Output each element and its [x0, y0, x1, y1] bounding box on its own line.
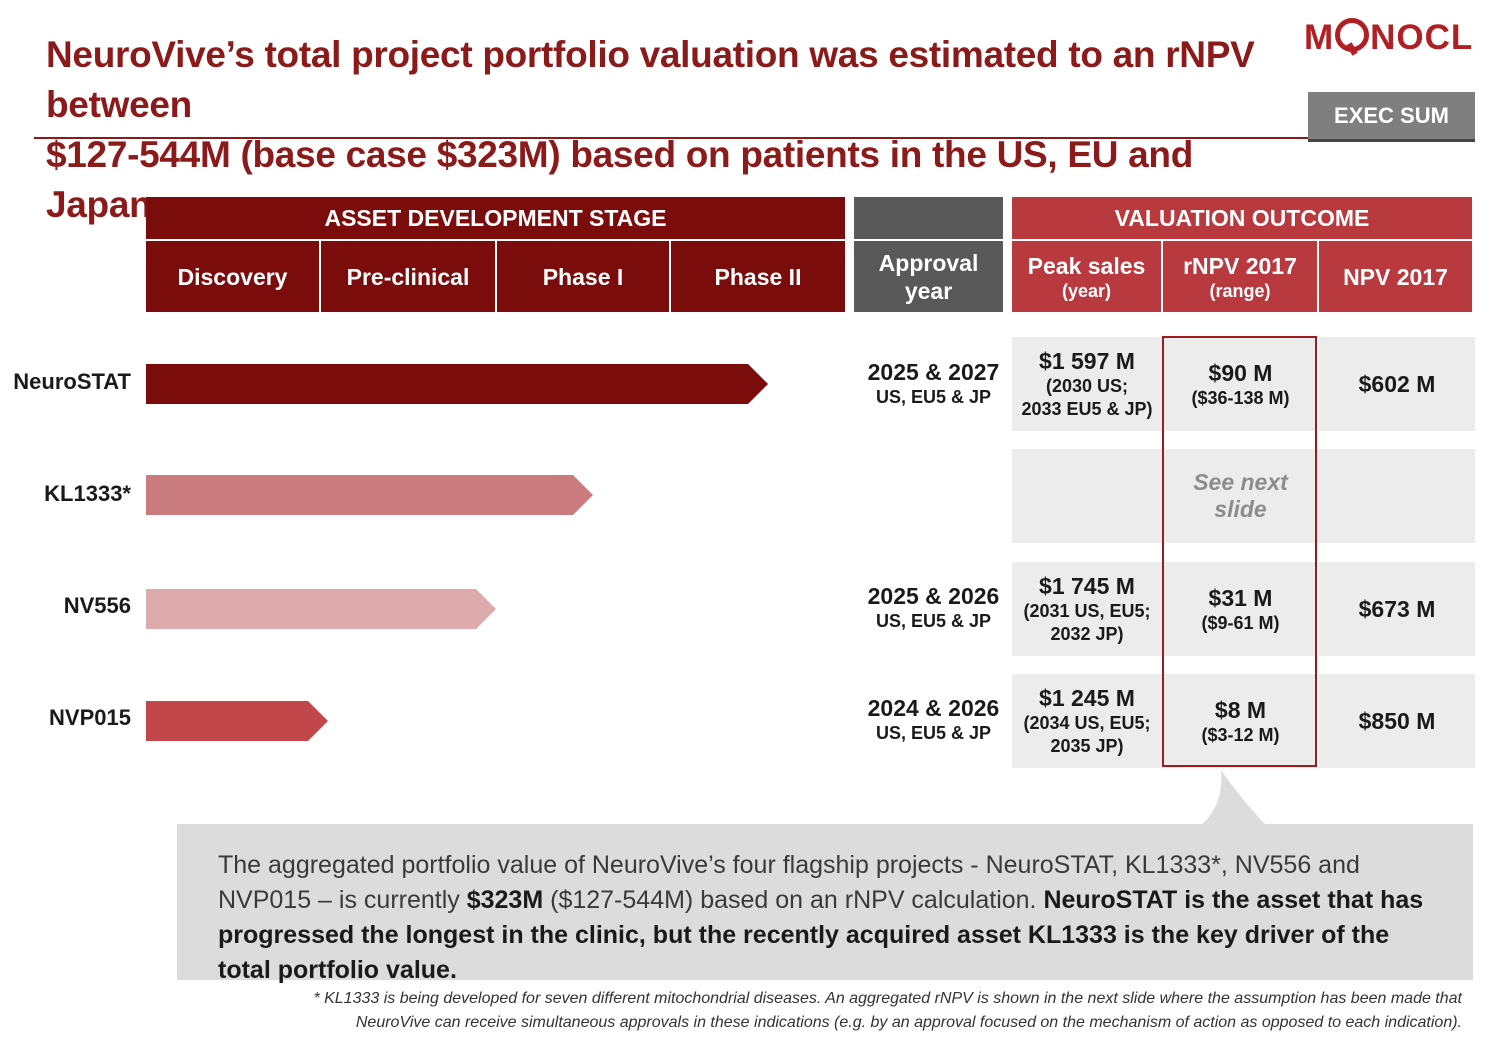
- rnpv-value: $8 M: [1214, 696, 1267, 723]
- peak-sales-neurostat: $1 597 M (2030 US; 2033 EU5 & JP): [1012, 337, 1162, 431]
- approval-header-cap: [854, 197, 1003, 239]
- rnpv-header-main: rNPV 2017: [1183, 252, 1297, 279]
- approval-regions: US, EU5 & JP: [875, 386, 992, 407]
- stage-discovery: Discovery: [146, 241, 319, 312]
- title-divider: [34, 137, 1308, 139]
- peak-sales-value: $1 245 M: [1039, 685, 1135, 711]
- peak-sales-value: $1 597 M: [1039, 348, 1135, 374]
- logo-text-end: NOCL: [1370, 18, 1474, 57]
- npv-neurostat: $602 M: [1319, 337, 1475, 431]
- exec-sum-tag: EXEC SUM: [1308, 92, 1475, 142]
- page-title: NeuroVive’s total project portfolio valu…: [46, 30, 1296, 230]
- approval-years: 2024 & 2026: [867, 694, 1000, 721]
- asset-stage-header: ASSET DEVELOPMENT STAGE: [146, 197, 845, 239]
- footnote: * KL1333 is being developed for seven di…: [260, 987, 1462, 1035]
- pipeline-arrow-shape: [146, 475, 593, 515]
- pipeline-arrow-shape: [146, 701, 328, 741]
- summary-part-1: The aggregated portfolio value of NeuroV…: [218, 851, 1360, 914]
- peak-sales-value: $1 745 M: [1039, 573, 1135, 599]
- asset-label-kl1333: KL1333*: [44, 481, 131, 506]
- stage-phase-1: Phase I: [497, 241, 669, 312]
- rnpv-nv556: $31 M ($9-61 M): [1164, 562, 1317, 656]
- stage-phase-2: Phase II: [671, 241, 845, 312]
- stage-preclinical: Pre-clinical: [321, 241, 495, 312]
- approval-regions: US, EU5 & JP: [875, 722, 992, 743]
- npv-header: NPV 2017: [1319, 241, 1472, 312]
- approval-header-line-1: Approval: [878, 249, 979, 276]
- npv-value: $602 M: [1358, 371, 1436, 397]
- rnpv-highlight-box: [1162, 336, 1317, 767]
- rnpv-header-sub: (range): [1209, 280, 1271, 301]
- magnifier-o-icon: [1335, 18, 1370, 52]
- pipeline-arrow-kl1333: [146, 475, 593, 515]
- monocl-logo: M NOCL: [1304, 18, 1473, 58]
- rnpv-range: ($3-12 M): [1201, 724, 1280, 745]
- peak-sales-year-line-1: (2030 US;: [1045, 376, 1129, 396]
- summary-key-point: NeuroSTAT is the asset that has progress…: [218, 886, 1424, 984]
- pipeline-arrow-nv556: [146, 589, 496, 629]
- peak-sales-nv556: $1 745 M (2031 US, EU5; 2032 JP): [1012, 562, 1162, 656]
- summary-part-2: ($127-544M) based on an rNPV calculation…: [543, 886, 1044, 914]
- pipeline-arrow-shape: [146, 364, 768, 404]
- callout-pointer: [1200, 770, 1267, 826]
- peak-sales-year-line-1: (2031 US, EU5;: [1023, 601, 1151, 621]
- summary-text: The aggregated portfolio value of NeuroV…: [218, 848, 1438, 988]
- rnpv-neurostat: $90 M ($36-138 M): [1164, 337, 1317, 431]
- approval-neurostat: 2025 & 2027 US, EU5 & JP: [856, 353, 1011, 413]
- title-line-2: $127-544M (base case $323M) based on pat…: [46, 134, 1194, 225]
- peak-sales-header: Peak sales (year): [1012, 241, 1161, 312]
- npv-value: $673 M: [1358, 596, 1436, 622]
- title-line-1: NeuroVive’s total project portfolio valu…: [46, 34, 1255, 125]
- peak-sales-year-line-1: (2034 US, EU5;: [1023, 713, 1151, 733]
- approval-year-header: Approval year: [854, 241, 1003, 312]
- rnpv-value: $90 M: [1208, 359, 1273, 386]
- npv-value: $850 M: [1358, 708, 1436, 734]
- rnpv-range: ($36-138 M): [1191, 387, 1290, 408]
- asset-label-nv556: NV556: [63, 593, 131, 618]
- pipeline-arrow-neurostat: [146, 364, 768, 404]
- approval-years: 2025 & 2027: [867, 358, 1000, 385]
- footnote-line-2: NeuroVive can receive simultaneous appro…: [355, 1014, 1462, 1031]
- asset-label-neurostat: NeuroSTAT: [13, 369, 131, 394]
- rnpv-header: rNPV 2017 (range): [1163, 241, 1317, 312]
- peak-sales-header-sub: (year): [1061, 280, 1112, 301]
- peak-sales-year-line-2: 2032 JP): [1050, 624, 1124, 644]
- rnpv-range: ($9-61 M): [1201, 612, 1280, 633]
- see-next-slide-note: See next slide: [1193, 469, 1288, 522]
- rnpv-value: $31 M: [1208, 584, 1273, 611]
- approval-nvp015: 2024 & 2026 US, EU5 & JP: [856, 689, 1011, 749]
- rnpv-nvp015: $8 M ($3-12 M): [1164, 674, 1317, 768]
- footnote-line-1: * KL1333 is being developed for seven di…: [313, 990, 1462, 1007]
- npv-nv556: $673 M: [1319, 562, 1475, 656]
- peak-sales-nvp015: $1 245 M (2034 US, EU5; 2035 JP): [1012, 674, 1162, 768]
- approval-regions: US, EU5 & JP: [875, 610, 992, 631]
- approval-nv556: 2025 & 2026 US, EU5 & JP: [856, 577, 1011, 637]
- peak-sales-year-line-2: 2033 EU5 & JP): [1021, 399, 1153, 419]
- npv-nvp015: $850 M: [1319, 674, 1475, 768]
- asset-label-nvp015: NVP015: [49, 705, 131, 730]
- summary-callout: [177, 824, 1473, 980]
- approval-years: 2025 & 2026: [867, 582, 1000, 609]
- valuation-outcome-header: VALUATION OUTCOME: [1012, 197, 1472, 239]
- kl1333-valuation-row: [1012, 449, 1475, 543]
- pipeline-arrow-shape: [146, 589, 496, 629]
- summary-base-case: $323M: [466, 886, 544, 914]
- approval-header-line-2: year: [904, 277, 953, 304]
- peak-sales-year-line-2: 2035 JP): [1050, 736, 1124, 756]
- logo-text-start: M: [1304, 18, 1335, 57]
- peak-sales-header-main: Peak sales: [1027, 252, 1146, 279]
- pipeline-arrow-nvp015: [146, 701, 328, 741]
